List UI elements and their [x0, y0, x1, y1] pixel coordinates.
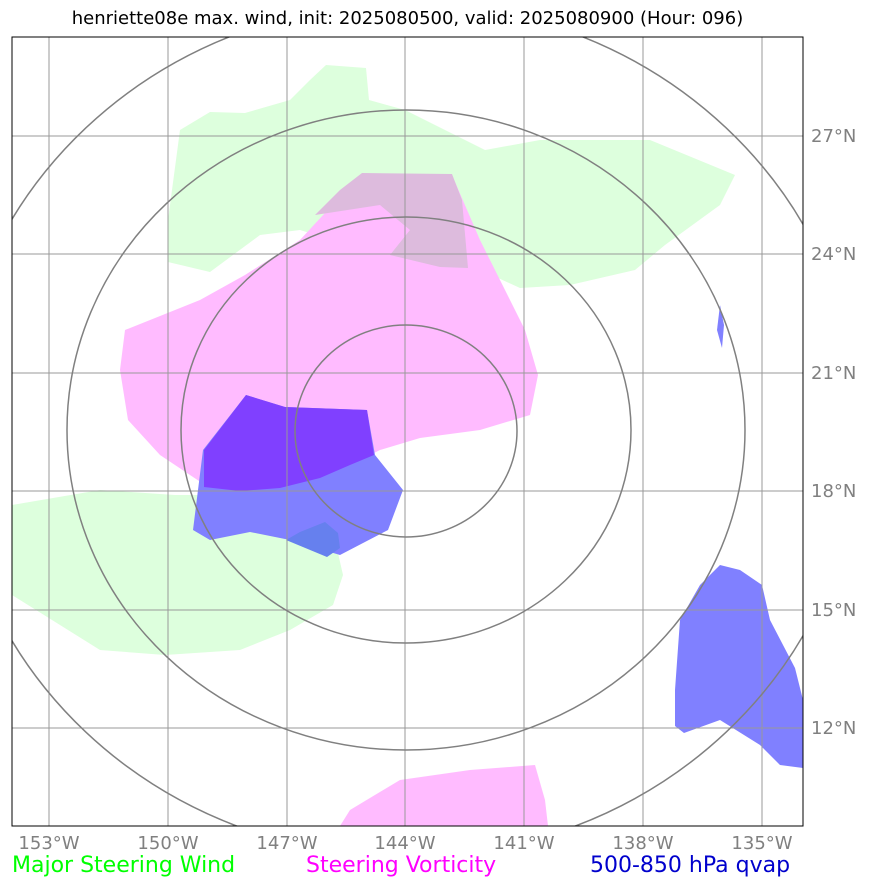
lon-label-153w: 153°W: [18, 833, 79, 854]
qvap-overlap-area: [204, 395, 374, 491]
qvap-area-southeast: [675, 565, 803, 768]
range-ring-2: [180, 216, 632, 644]
lon-label-138w: 138°W: [612, 833, 673, 854]
map-frame: [11, 36, 804, 827]
range-ring-1: [294, 324, 518, 538]
lon-label-147w: 147°W: [256, 833, 317, 854]
qvap-area-small: [717, 305, 724, 348]
longitude-labels: 153°W 150°W 147°W 144°W 141°W 138°W 135°…: [18, 833, 792, 854]
lon-label-144w: 144°W: [374, 833, 435, 854]
lon-label-135w: 135°W: [731, 833, 792, 854]
qvap-inner-area: [286, 522, 340, 557]
range-rings: [12, 37, 803, 826]
lat-label-18n: 18°N: [811, 481, 856, 502]
lat-label-12n: 12°N: [811, 718, 856, 739]
latitude-labels: 27°N 24°N 21°N 18°N 15°N 12°N: [811, 126, 856, 739]
legend-qvap: 500-850 hPa qvap: [590, 853, 791, 878]
steering-vorticity-area-south: [340, 765, 548, 826]
range-ring-3: [66, 109, 746, 751]
lat-label-15n: 15°N: [811, 600, 856, 621]
steering-vorticity-area-overlap: [315, 173, 468, 268]
lon-label-141w: 141°W: [493, 833, 554, 854]
lat-label-27n: 27°N: [811, 126, 856, 147]
lat-label-24n: 24°N: [811, 244, 856, 265]
map-title: henriette08e max. wind, init: 2025080500…: [71, 8, 744, 29]
lat-label-21n: 21°N: [811, 363, 856, 384]
lon-label-150w: 150°W: [137, 833, 198, 854]
qvap-areas: [193, 305, 803, 768]
legend-steering-vorticity: Steering Vorticity: [306, 853, 497, 878]
legend-steering-wind: Major Steering Wind: [12, 853, 236, 878]
